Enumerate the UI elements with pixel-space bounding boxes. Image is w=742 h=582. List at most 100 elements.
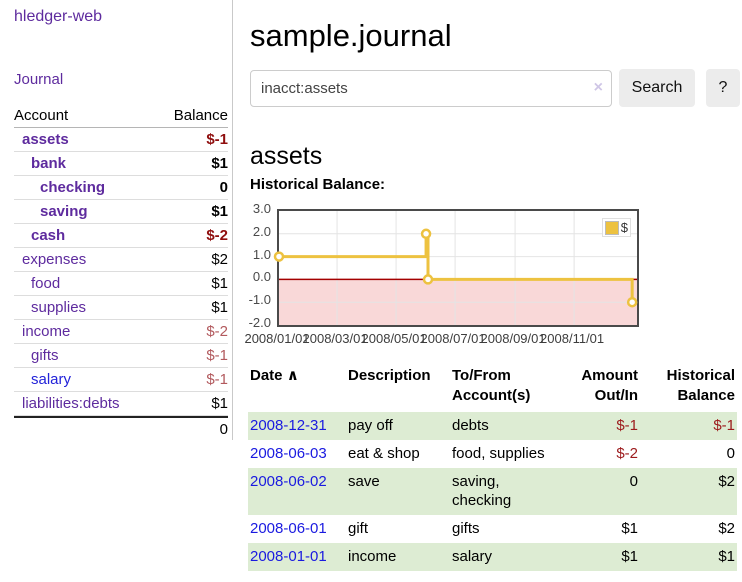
sort-asc-icon: ∧ — [286, 367, 299, 384]
account-row: cash $-2 — [14, 224, 228, 248]
transaction-date-link[interactable]: 2008-06-02 — [250, 473, 327, 490]
transaction-row: 2008-06-03 eat & shop food, supplies $-2… — [248, 440, 737, 468]
account-balance: $-1 — [206, 347, 228, 364]
account-link[interactable]: assets — [22, 131, 69, 148]
account-row: salary $-1 — [14, 368, 228, 392]
account-link[interactable]: cash — [31, 227, 66, 244]
account-balance: $1 — [211, 275, 228, 292]
register-header-row: Date ∧ Description To/From Account(s) Am… — [248, 363, 737, 412]
transaction-accounts-cell: salary — [452, 548, 493, 565]
transaction-amount-cell: $-2 — [616, 445, 638, 462]
account-link[interactable]: saving — [40, 203, 88, 220]
register-table: Date ∧ Description To/From Account(s) Am… — [248, 363, 737, 571]
transaction-date-cell: 2008-06-03 — [248, 440, 346, 468]
transaction-date-cell: 2008-06-02 — [248, 468, 346, 515]
transaction-accounts-cell: food, supplies — [452, 445, 545, 462]
account-row: saving $1 — [14, 200, 228, 224]
balance-column-header: Historical Balance — [666, 367, 735, 404]
historical-balance-chart: 3.0 2.0 1.0 0.0 -1.0 -2.0 $ 2008/01/01 2008/03… — [237, 201, 739, 346]
transaction-balance-cell: $1 — [718, 548, 735, 565]
sidebar-item-journal[interactable]: Journal — [14, 71, 64, 88]
account-balance: $2 — [211, 251, 228, 268]
clear-search-icon[interactable]: × — [593, 78, 603, 96]
chart-title: Historical Balance: — [250, 176, 386, 193]
sidebar: hledger-web Journal Account Balance asse… — [0, 0, 233, 440]
account-link[interactable]: salary — [31, 371, 72, 388]
transaction-description-cell: eat & shop — [348, 445, 420, 462]
account-link[interactable]: income — [22, 323, 71, 340]
transaction-balance-cell: $2 — [718, 473, 735, 490]
transaction-accounts-cell: debts — [452, 417, 489, 434]
account-balance: $-2 — [206, 227, 228, 244]
accounts-table-header: Account Balance — [14, 104, 228, 128]
account-row: checking 0 — [14, 176, 228, 200]
transaction-accounts-cell: saving, checking — [452, 473, 512, 509]
accounts-list: assets $-1 bank $1 checking 0 saving $1 — [14, 128, 228, 416]
account-balance: $1 — [211, 395, 228, 412]
account-balance: $-1 — [206, 131, 228, 148]
transaction-description-cell: income — [348, 548, 397, 565]
account-balance: $1 — [211, 203, 228, 220]
transaction-row: 2008-06-02 save saving, checking 0 $2 — [248, 468, 737, 515]
transaction-row: 2008-01-01 income salary $1 $1 — [248, 543, 737, 571]
transaction-description-cell: save — [348, 473, 380, 490]
transaction-date-link[interactable]: 2008-06-01 — [250, 520, 327, 537]
amount-column-header: Amount Out/In — [581, 367, 638, 404]
account-column-header: To/From Account(s) — [452, 367, 531, 404]
transaction-amount-cell: $1 — [621, 520, 638, 537]
account-column-header: Account — [14, 107, 69, 124]
transaction-accounts-cell: gifts — [452, 520, 480, 537]
transaction-date-link[interactable]: 2008-01-01 — [250, 548, 327, 565]
transaction-amount-cell: $-1 — [616, 417, 638, 434]
legend-swatch-icon — [604, 220, 619, 235]
account-link[interactable]: supplies — [31, 299, 87, 316]
search-input[interactable] — [250, 69, 612, 107]
chart-y-labels: 3.0 2.0 1.0 0.0 -1.0 -2.0 — [248, 201, 271, 330]
account-heading: assets — [250, 141, 323, 170]
register-rows: 2008-12-31 pay off debts $-1 $-1 2008-06… — [248, 412, 737, 571]
help-button[interactable]: ? — [706, 69, 740, 107]
balance-chart-plot: $ — [273, 209, 639, 327]
chart-legend-label: $ — [620, 220, 628, 235]
account-link[interactable]: expenses — [22, 251, 87, 268]
account-row: assets $-1 — [14, 128, 228, 152]
search-input-wrap: × — [250, 69, 612, 107]
transaction-row: 2008-06-01 gift gifts $1 $2 — [248, 515, 737, 543]
account-link[interactable]: food — [31, 275, 61, 292]
account-row: expenses $2 — [14, 248, 228, 272]
transaction-amount-cell: $1 — [621, 548, 638, 565]
page-title: sample.journal — [250, 17, 452, 53]
transaction-description-cell: pay off — [348, 417, 393, 434]
account-balance: $1 — [211, 299, 228, 316]
transaction-date-link[interactable]: 2008-06-03 — [250, 445, 327, 462]
transaction-date-cell: 2008-01-01 — [248, 543, 346, 571]
account-row: food $1 — [14, 272, 228, 296]
account-row: bank $1 — [14, 152, 228, 176]
transaction-balance-cell: $-1 — [713, 417, 735, 434]
account-row: liabilities:debts $1 — [14, 392, 228, 416]
transaction-balance-cell: $2 — [718, 520, 735, 537]
app-title[interactable]: hledger-web — [14, 8, 103, 25]
account-balance: $-2 — [206, 323, 228, 340]
accounts-table: Account Balance assets $-1 bank $1 check… — [14, 104, 228, 442]
account-link[interactable]: checking — [40, 179, 106, 196]
transaction-balance-cell: 0 — [726, 445, 735, 462]
account-balance: 0 — [219, 179, 228, 196]
description-column-header: Description — [348, 367, 431, 384]
account-row: supplies $1 — [14, 296, 228, 320]
account-link[interactable]: gifts — [31, 347, 59, 364]
date-column-header[interactable]: Date ∧ — [250, 367, 299, 384]
account-row: income $-2 — [14, 320, 228, 344]
search-button[interactable]: Search — [619, 69, 695, 107]
balance-column-header: Balance — [173, 107, 228, 124]
transaction-row: 2008-12-31 pay off debts $-1 $-1 — [248, 412, 737, 440]
account-link[interactable]: liabilities:debts — [22, 395, 120, 412]
chart-legend: $ — [601, 218, 631, 237]
accounts-total-value: 0 — [219, 421, 228, 438]
chart-x-labels: 2008/01/01 2008/03/01 2008/05/01 2008/07/01… — [244, 331, 605, 346]
transaction-date-cell: 2008-06-01 — [248, 515, 346, 543]
account-link[interactable]: bank — [31, 155, 67, 172]
search-bar: × Search ? — [250, 69, 740, 107]
transaction-amount-cell: 0 — [629, 473, 638, 490]
transaction-date-link[interactable]: 2008-12-31 — [250, 417, 327, 434]
